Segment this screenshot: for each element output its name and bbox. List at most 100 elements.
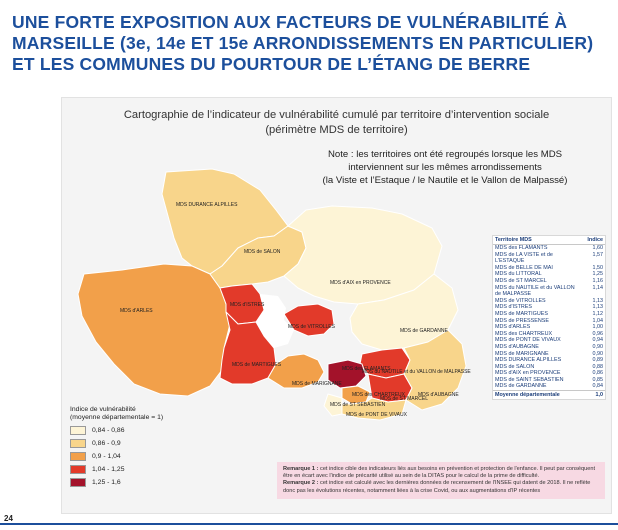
headline-line-2: MARSEILLE (3e, 14e ET 15e ARRONDISSEMENT… xyxy=(12,33,594,53)
table-cell-indice: 0,88 xyxy=(592,363,604,370)
table-cell-indice: 0,96 xyxy=(592,330,604,337)
legend-swatch xyxy=(70,465,86,474)
table-cell-territoire: MDS du NAUTILE et du VALLON de MALPASSE xyxy=(495,284,575,298)
region-st-sebastien xyxy=(323,393,343,417)
table-row: MDS DURANCE ALPILLES 0,89 xyxy=(493,357,605,364)
remarks-box: Remarque 1 : cet indice cible des indica… xyxy=(277,462,605,499)
table-cell-indice: 0,86 xyxy=(592,370,604,377)
remark-1-text: cet indice cible des indicateurs liés au… xyxy=(283,466,596,480)
label-aubagne: MDS d'AUBAGNE xyxy=(418,392,459,398)
table-row: MDS des FLAMANTS 1,60 xyxy=(493,245,605,252)
table-cell-indice: 0,94 xyxy=(592,337,604,344)
legend-item: 1,04 - 1,25 xyxy=(70,465,190,474)
label-st-marcel: MDS de ST MARCEL xyxy=(380,396,428,402)
table-cell-territoire: MDS d'AUBAGNE xyxy=(495,343,539,350)
label-arles: MDS d'ARLES xyxy=(120,308,153,314)
headline: UNE FORTE EXPOSITION AUX FACTEURS DE VUL… xyxy=(12,12,612,75)
region-flamants xyxy=(327,359,367,389)
table-cell-territoire: MDS d'ISTRES xyxy=(495,304,532,311)
table-row: MDS de SALON 0,88 xyxy=(493,364,605,371)
label-pont-de-vivaux: MDS de PONT DE VIVAUX xyxy=(346,412,408,418)
headline-line-3: ET LES COMMUNES DU POURTOUR DE L’ÉTANG D… xyxy=(12,54,531,74)
table-row: MDS de MARIGNANE 0,90 xyxy=(493,351,605,358)
table-row: MDS du NAUTILE et du VALLON de MALPASSE 1… xyxy=(493,285,605,298)
table-row: MDS de VITROLLES 1,13 xyxy=(493,298,605,305)
table-cell-indice: 1,16 xyxy=(592,277,604,284)
table-cell-territoire: MDS de SAINT SEBASTIEN xyxy=(495,376,564,383)
table-cell-indice: 1,00 xyxy=(592,324,604,331)
legend-label: 0,9 - 1,04 xyxy=(92,453,121,460)
table-cell-indice: 0,90 xyxy=(592,343,604,350)
table-cell-indice: 1,57 xyxy=(592,251,604,258)
legend-item: 0,86 - 0,9 xyxy=(70,439,190,448)
label-martigues: MDS de MARTIGUES xyxy=(232,362,282,368)
legend-swatch xyxy=(70,426,86,435)
page-number: 24 xyxy=(4,514,13,523)
legend-item: 0,9 - 1,04 xyxy=(70,452,190,461)
table-row: MDS de SAINT SEBASTIEN 0,85 xyxy=(493,377,605,384)
table-row: MDS d'ISTRES 1,13 xyxy=(493,304,605,311)
table-cell-territoire: MDS de BELLE DE MAI xyxy=(495,264,553,271)
remark-2-label: Remarque 2 : xyxy=(283,480,319,487)
page-footer-rule xyxy=(0,523,618,525)
table-cell-indice: 0,85 xyxy=(592,376,604,383)
table-row: MDS de GARDANNE 0,84 xyxy=(493,383,605,390)
table-row: MDS de ST MARCEL 1,16 xyxy=(493,278,605,285)
label-aix: MDS d'AIX en PROVENCE xyxy=(330,280,391,286)
table-cell-indice: 1,12 xyxy=(592,310,604,317)
table-cell-indice: 0,84 xyxy=(592,383,604,390)
table-cell-indice: 1,13 xyxy=(592,297,604,304)
table-cell-territoire: MDS DURANCE ALPILLES xyxy=(495,357,562,364)
table-cell-territoire: MDS de PRESSENSE xyxy=(495,317,549,324)
table-cell-territoire: MDS de MARIGNANE xyxy=(495,350,549,357)
table-cell-indice: 1,04 xyxy=(592,317,604,324)
remark-1: Remarque 1 : cet indice cible des indica… xyxy=(283,466,599,480)
label-durance: MDS DURANCE ALPILLES xyxy=(176,202,238,208)
table-cell-territoire: MDS de MARTIGUES xyxy=(495,310,548,317)
table-body: MDS des FLAMANTS 1,60 MDS de LA VISTE et d… xyxy=(493,245,605,390)
map-note-line-2: interviennent sur les mêmes arrondisseme… xyxy=(348,162,542,173)
map-title-line-2: (périmètre MDS de territoire) xyxy=(265,124,408,136)
region-pont-de-vivaux xyxy=(339,397,407,421)
etang-de-berre xyxy=(256,294,294,348)
table-cell-indice: 0,89 xyxy=(592,357,604,364)
table-footer: Moyenne départementale 1,0 xyxy=(493,390,605,399)
table-header: Territoire MDS Indice xyxy=(493,236,605,245)
legend-item: 1,25 - 1,6 xyxy=(70,478,190,487)
remark-2-text: cet indice est calculé avec les dernière… xyxy=(283,480,591,494)
label-gardanne: MDS de GARDANNE xyxy=(400,328,448,334)
remark-1-label: Remarque 1 : xyxy=(283,466,319,472)
table-cell-indice: 1,14 xyxy=(592,284,604,291)
map-figure: Cartographie de l’indicateur de vulnérab… xyxy=(61,97,612,514)
legend-label: 0,86 - 0,9 xyxy=(92,440,121,447)
territory-map: MDS DURANCE ALPILLES MDS d'ARLES MDS de … xyxy=(77,168,471,421)
table-row: MDS de LA VISTE et de L'ESTAQUE 1,57 xyxy=(493,252,605,265)
table-cell-territoire: MDS de SALON xyxy=(495,363,535,370)
table-row: MDS du LITTORAL 1,25 xyxy=(493,271,605,278)
legend-label: 1,04 - 1,25 xyxy=(92,466,125,473)
table-header-territoire: Territoire MDS xyxy=(495,237,532,243)
table-cell-territoire: MDS des CHARTREUX xyxy=(495,330,553,337)
table-row: MDS d'AIX en PROVENCE 0,86 xyxy=(493,370,605,377)
label-marignane: MDS de MARIGNANE xyxy=(292,381,342,387)
legend-item: 0,84 - 0,86 xyxy=(70,426,190,435)
table-cell-indice: 1,13 xyxy=(592,304,604,311)
table-cell-indice: 1,50 xyxy=(592,264,604,271)
legend-swatch xyxy=(70,478,86,487)
table-cell-territoire: MDS de VITROLLES xyxy=(495,297,546,304)
region-arles xyxy=(77,263,231,397)
table-header-indice: Indice xyxy=(587,237,603,243)
label-istres: MDS d'ISTRES xyxy=(230,302,265,308)
headline-line-1: UNE FORTE EXPOSITION AUX FACTEURS DE VUL… xyxy=(12,12,568,32)
region-marignane xyxy=(267,353,325,389)
table-cell-territoire: MDS de PONT DE VIVAUX xyxy=(495,337,561,344)
table-cell-territoire: MDS des FLAMANTS xyxy=(495,245,548,251)
table-row: MDS de PONT DE VIVAUX 0,94 xyxy=(493,337,605,344)
table-cell-indice: 1,25 xyxy=(592,271,604,278)
table-cell-indice: 0,90 xyxy=(592,350,604,357)
label-nautile: MDS du NAUTILE et du VALLON de MALPASSE xyxy=(362,369,471,375)
legend-swatch xyxy=(70,439,86,448)
map-note-line-3: (la Viste et l’Estaque / le Nautile et l… xyxy=(322,175,568,186)
remark-2: Remarque 2 : cet indice est calculé avec… xyxy=(283,480,599,494)
table-row: MDS de MARTIGUES 1,12 xyxy=(493,311,605,318)
